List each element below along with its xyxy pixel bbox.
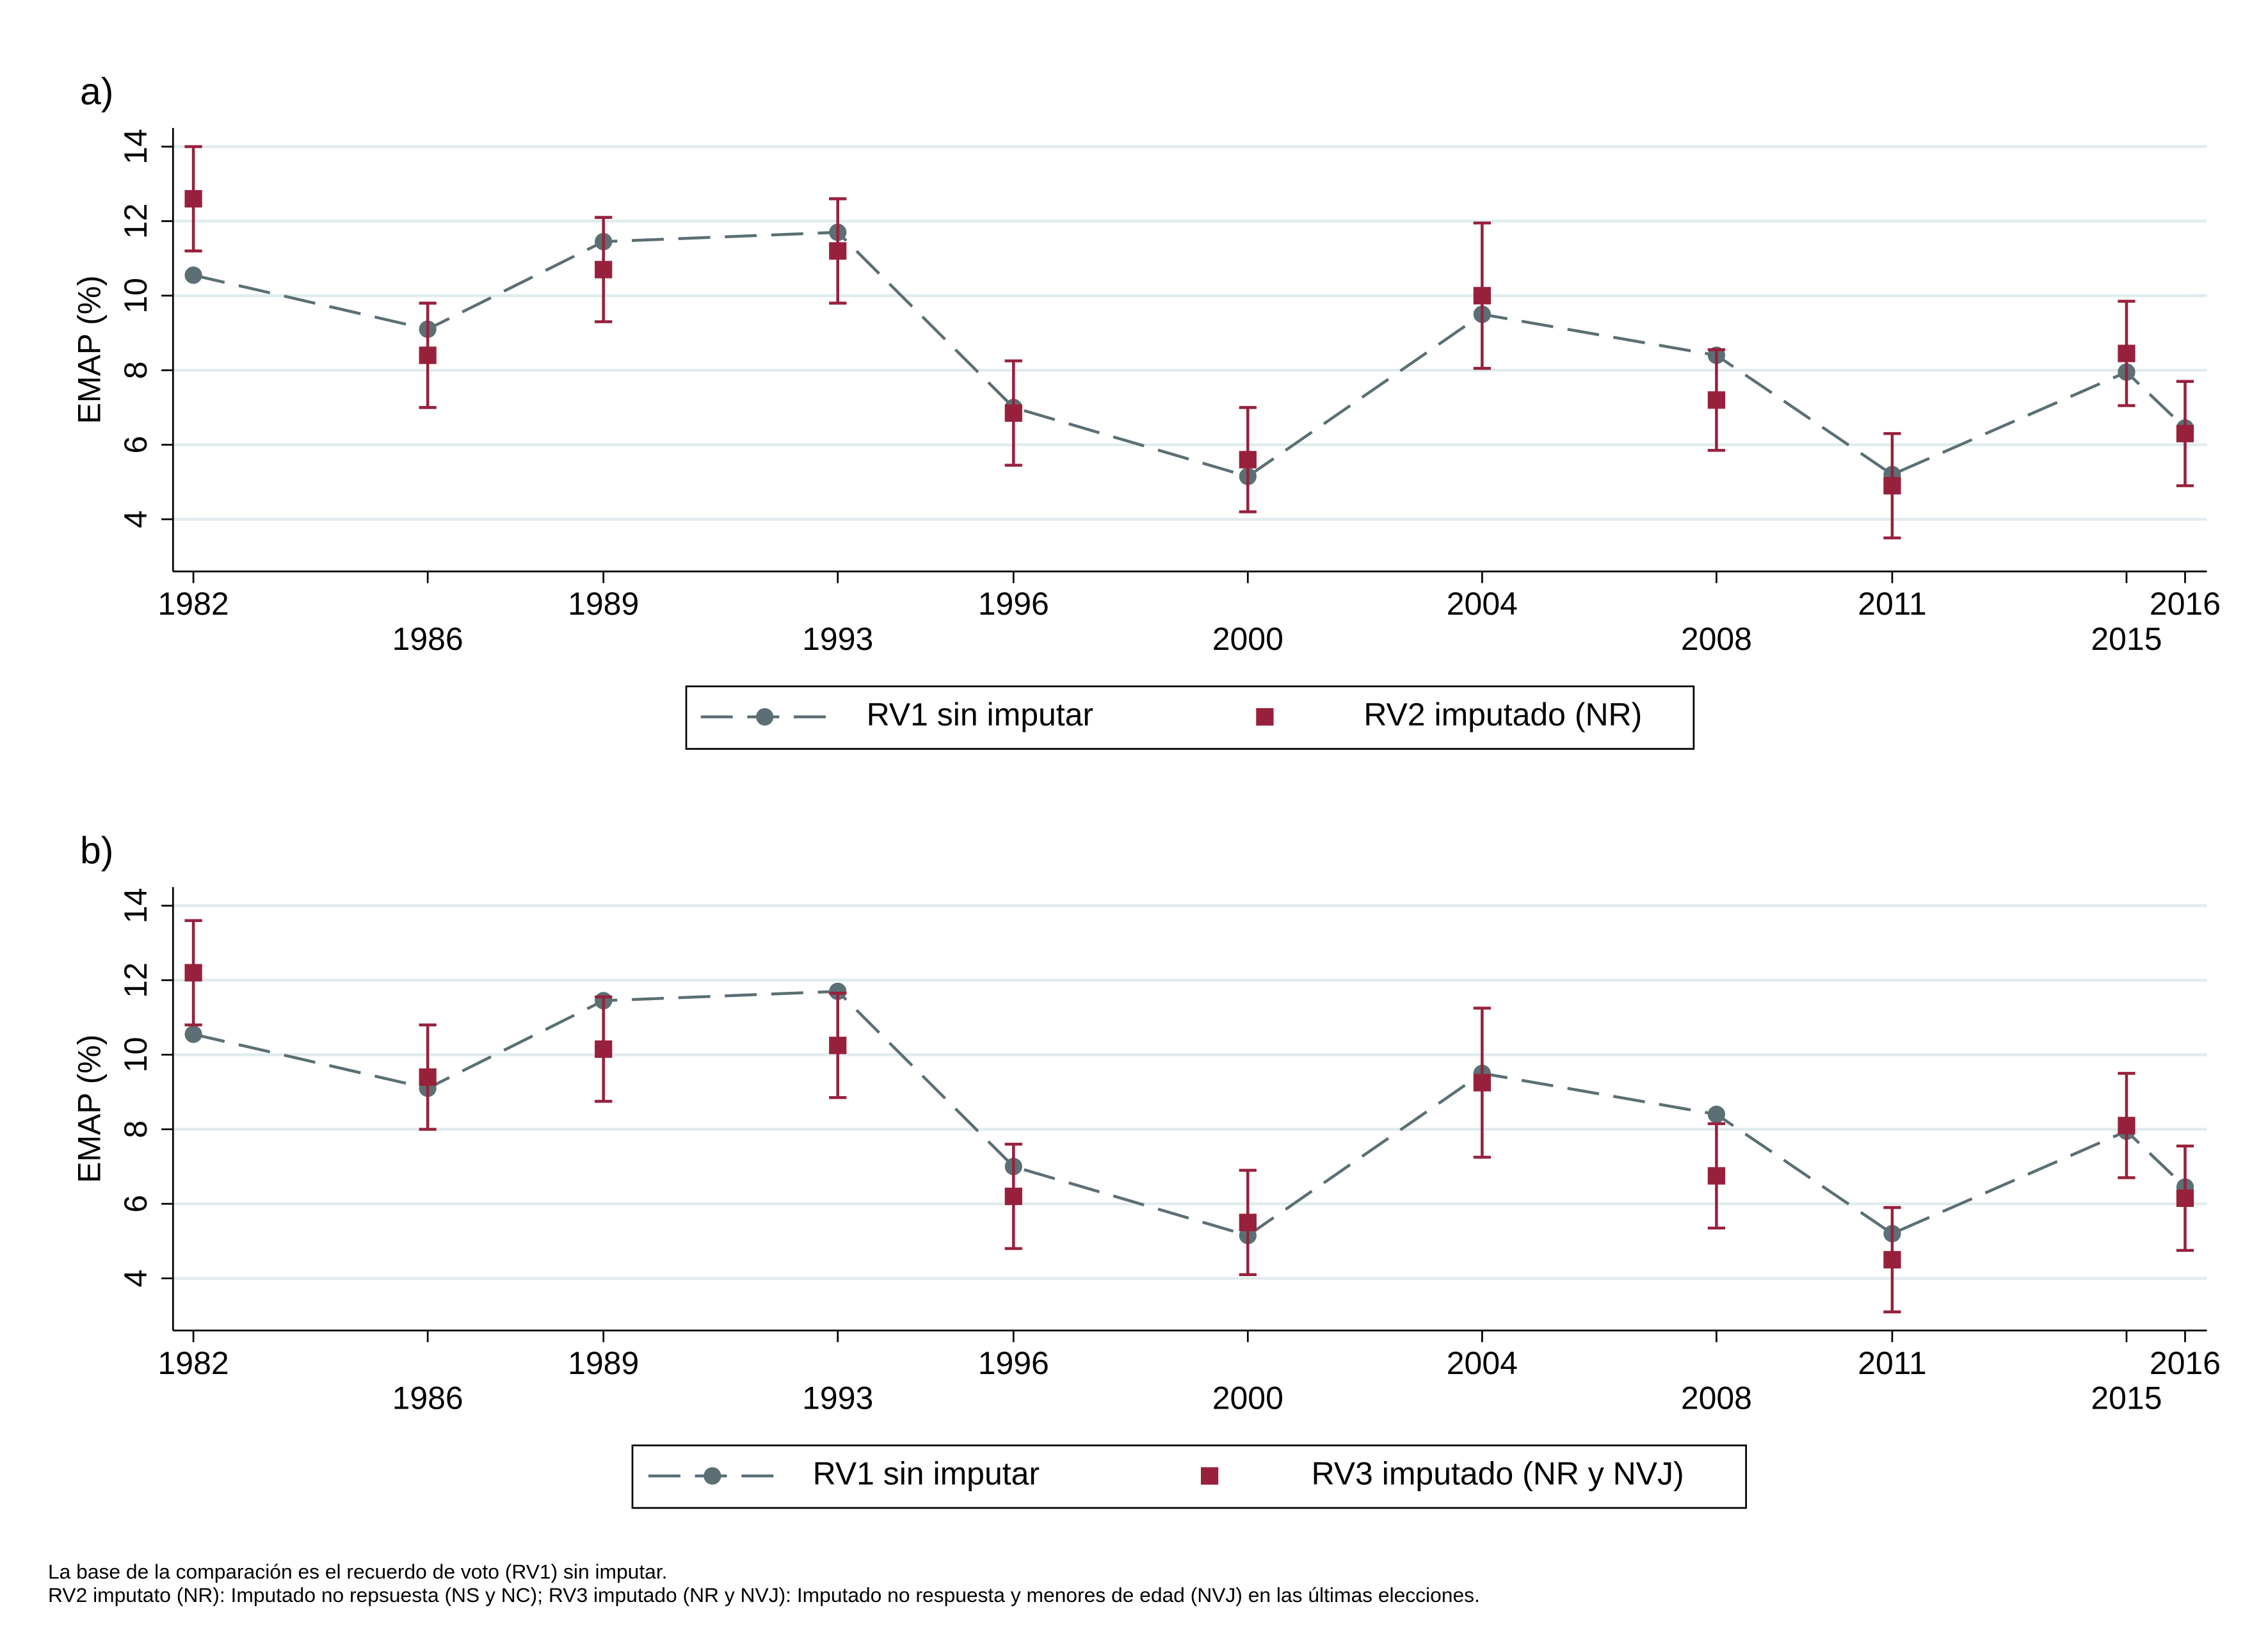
y-tick-label: 8 xyxy=(118,361,154,379)
point xyxy=(1707,1105,1726,1124)
point xyxy=(1707,391,1726,409)
point xyxy=(419,346,437,364)
legend-marker xyxy=(704,1467,721,1485)
x-tick-label: 1993 xyxy=(802,621,873,657)
y-tick-label: 4 xyxy=(118,510,154,528)
x-tick-label: 2008 xyxy=(1681,621,1752,657)
y-tick-label: 14 xyxy=(118,888,154,924)
x-tick-label: 1982 xyxy=(158,586,229,622)
point xyxy=(1473,287,1491,305)
point xyxy=(184,266,202,284)
point xyxy=(1883,1250,1901,1269)
legend-label: RV1 sin imputar xyxy=(813,1455,1040,1491)
point xyxy=(1239,451,1257,469)
y-tick-label: 6 xyxy=(118,1195,154,1213)
x-tick-label: 2004 xyxy=(1447,586,1518,622)
x-tick-label: 2015 xyxy=(2091,621,2162,657)
x-tick-label: 1989 xyxy=(568,586,639,622)
y-tick-label: 14 xyxy=(118,129,154,165)
x-tick-label: 1996 xyxy=(978,586,1049,622)
y-tick-label: 12 xyxy=(118,962,154,998)
x-tick-label: 2008 xyxy=(1681,1380,1752,1416)
point xyxy=(829,1037,847,1055)
x-tick-label: 2004 xyxy=(1447,1345,1518,1381)
point xyxy=(595,1040,613,1058)
x-tick-label: 2016 xyxy=(2150,1345,2221,1381)
legend-marker xyxy=(1256,708,1274,726)
panel-label: b) xyxy=(80,830,113,872)
point xyxy=(1473,1074,1491,1092)
x-tick-label: 2000 xyxy=(1212,621,1283,657)
point xyxy=(2176,425,2194,442)
point xyxy=(419,1068,437,1086)
y-axis-title: EMAP (%) xyxy=(71,1035,107,1183)
point xyxy=(1004,404,1022,422)
y-axis-title: EMAP (%) xyxy=(71,275,107,424)
legend-box xyxy=(685,685,1695,750)
point xyxy=(2176,1189,2194,1208)
y-tick-label: 6 xyxy=(118,436,154,454)
legend-marker xyxy=(1200,1467,1219,1485)
y-tick-label: 12 xyxy=(118,204,154,239)
point xyxy=(1707,1167,1726,1185)
x-tick-label: 1986 xyxy=(392,621,463,657)
y-tick-label: 10 xyxy=(118,1037,154,1073)
x-tick-label: 2016 xyxy=(2150,586,2221,622)
x-tick-label: 1986 xyxy=(392,1380,463,1416)
y-tick-label: 10 xyxy=(118,278,154,314)
x-tick-label: 2015 xyxy=(2091,1380,2162,1416)
point xyxy=(184,1025,202,1043)
legend-marker xyxy=(756,708,774,726)
x-tick-label: 1996 xyxy=(978,1345,1049,1381)
point xyxy=(1239,1213,1257,1231)
point xyxy=(1004,1187,1022,1206)
point xyxy=(829,242,847,260)
x-tick-label: 2000 xyxy=(1212,1380,1283,1416)
legend-box xyxy=(631,1444,1747,1509)
y-tick-label: 8 xyxy=(118,1120,154,1138)
footnote: La base de la comparación es el recuerdo… xyxy=(48,1560,668,1583)
point xyxy=(184,964,202,982)
legend-label: RV2 imputado (NR) xyxy=(1363,697,1642,732)
point xyxy=(1883,477,1901,495)
panel-label: a) xyxy=(80,70,113,113)
y-tick-label: 4 xyxy=(118,1270,154,1288)
x-tick-label: 2011 xyxy=(1858,586,1926,622)
point xyxy=(595,261,613,279)
x-tick-label: 1982 xyxy=(158,1345,229,1381)
legend-label: RV3 imputado (NR y NVJ) xyxy=(1312,1455,1684,1491)
point xyxy=(184,190,202,208)
x-tick-label: 2011 xyxy=(1858,1345,1926,1381)
legend-label: RV1 sin imputar xyxy=(867,697,1093,732)
point xyxy=(829,982,847,1000)
x-tick-label: 1989 xyxy=(568,1345,639,1381)
point xyxy=(2118,1117,2135,1135)
x-tick-label: 1993 xyxy=(802,1380,873,1416)
point xyxy=(2118,344,2135,362)
footnote: RV2 imputato (NR): Imputado no repsuesta… xyxy=(48,1583,1480,1606)
